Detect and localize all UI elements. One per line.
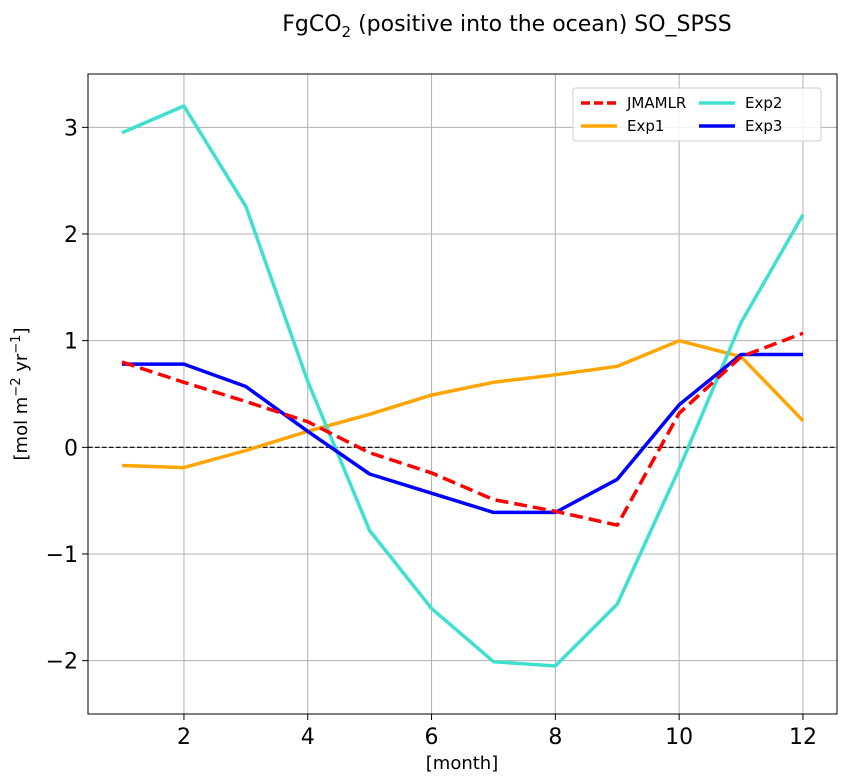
grid (88, 74, 837, 714)
y-tick-label: 3 (64, 116, 78, 141)
y-tick-label: −2 (46, 650, 78, 675)
legend-label-jmamlr: JMAMLR (626, 94, 686, 112)
x-tick-label: 8 (548, 725, 562, 750)
x-axis-ticks: 2 4 6 8 10 12 (177, 714, 817, 750)
chart-title-subscript: 2 (342, 23, 352, 41)
x-tick-label: 4 (301, 725, 315, 750)
legend-label-exp2: Exp2 (745, 94, 782, 112)
chart-title: FgCO2 (positive into the ocean) SO_SPSS (282, 12, 731, 41)
x-tick-label: 2 (177, 725, 191, 750)
series-lines (121, 104, 805, 668)
y-tick-label: 2 (64, 223, 78, 248)
y-tick-label: 0 (64, 436, 78, 461)
x-tick-label: 10 (665, 725, 693, 750)
x-tick-label: 12 (789, 725, 817, 750)
x-tick-label: 6 (425, 725, 439, 750)
legend-label-exp1: Exp1 (627, 117, 664, 135)
plot-frame (87, 73, 838, 715)
series-line-jmamlr (121, 331, 804, 527)
x-axis-label: [month] (426, 753, 498, 774)
legend: JMAMLR Exp1 Exp2 Exp3 (572, 87, 822, 142)
y-axis-ticks: −2 −1 0 1 2 3 (46, 116, 88, 675)
y-tick-label: 1 (64, 330, 78, 355)
series-line-exp2 (121, 104, 805, 668)
series-line-exp1 (121, 338, 805, 470)
series-line-exp3 (122, 352, 803, 515)
y-axis-label: [mol m−2 yr−1] (9, 328, 32, 461)
legend-label-exp3: Exp3 (745, 117, 782, 135)
legend-box (572, 87, 822, 142)
y-tick-label: −1 (46, 543, 78, 568)
